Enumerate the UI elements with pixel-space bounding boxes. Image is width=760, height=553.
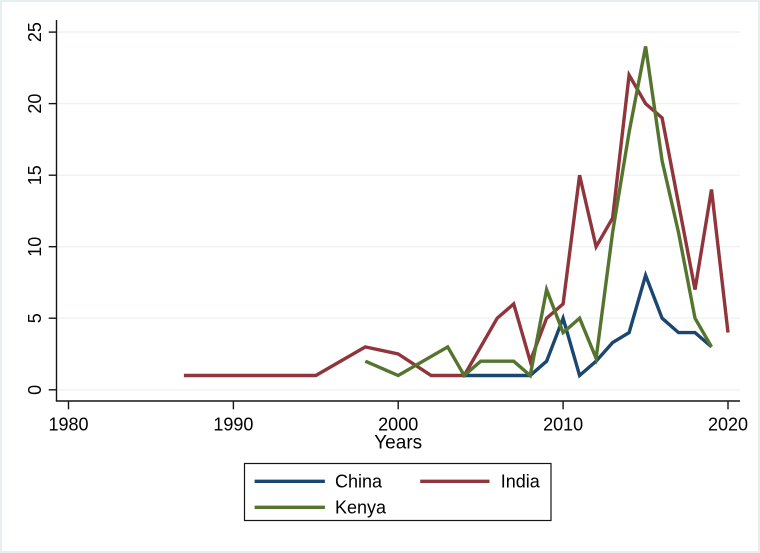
svg-text:20: 20 xyxy=(25,94,45,114)
svg-text:25: 25 xyxy=(25,22,45,42)
svg-text:5: 5 xyxy=(25,313,45,323)
svg-text:India: India xyxy=(501,472,541,492)
svg-text:2020: 2020 xyxy=(708,415,748,435)
svg-text:15: 15 xyxy=(25,165,45,185)
svg-text:1980: 1980 xyxy=(48,415,88,435)
svg-text:1990: 1990 xyxy=(213,415,253,435)
svg-text:Years: Years xyxy=(374,433,422,454)
svg-text:10: 10 xyxy=(25,237,45,257)
svg-text:0: 0 xyxy=(25,385,45,395)
svg-text:Kenya: Kenya xyxy=(335,498,387,518)
svg-text:China: China xyxy=(335,472,383,492)
svg-text:2010: 2010 xyxy=(543,415,583,435)
svg-text:2000: 2000 xyxy=(378,415,418,435)
